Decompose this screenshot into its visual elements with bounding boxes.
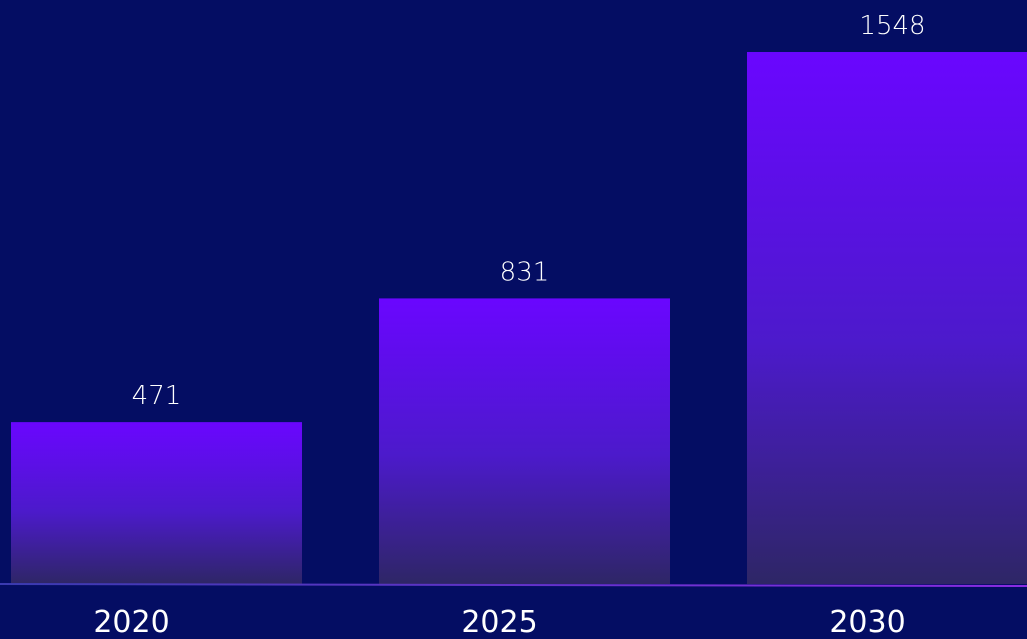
x-tick-label-2020: 2020 (93, 605, 169, 639)
value-label-2020: 471 (132, 381, 182, 411)
labels-group: 471 2020 831 2025 1548 2030 (93, 11, 925, 639)
value-label-2025: 831 (500, 257, 550, 287)
value-label-2030: 1548 (859, 11, 925, 41)
x-axis-baseline (0, 583, 1027, 587)
x-tick-label-2025: 2025 (461, 605, 537, 639)
x-tick-label-2030: 2030 (829, 605, 905, 639)
bars-group (11, 52, 1027, 584)
bar-2025 (379, 298, 670, 584)
bar-2030 (747, 52, 1027, 584)
bar-2020 (11, 422, 302, 584)
